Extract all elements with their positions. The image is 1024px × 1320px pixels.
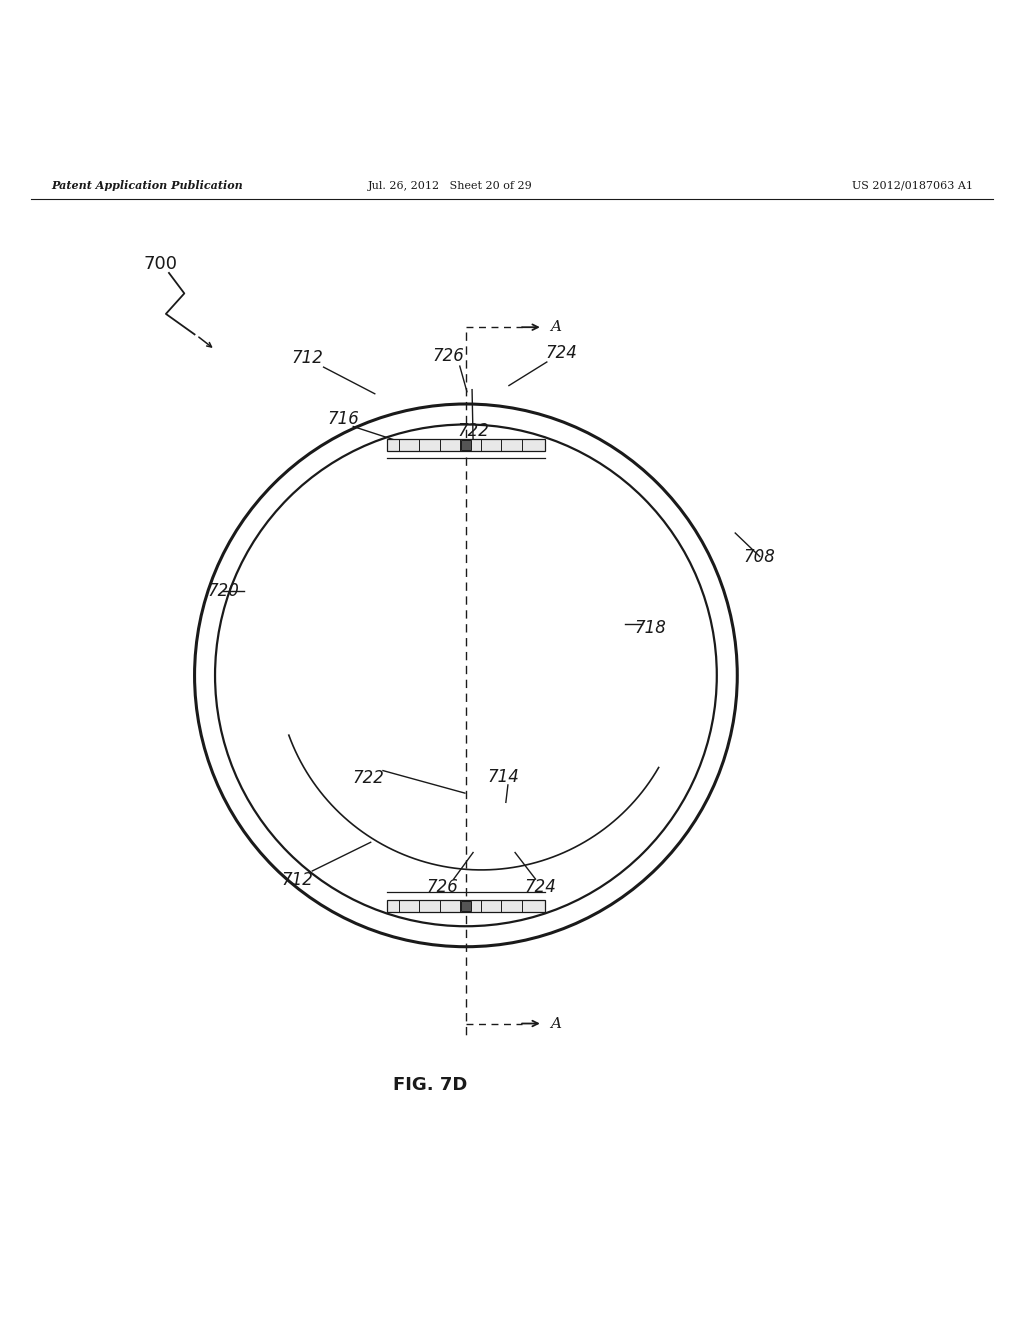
Text: 724: 724 xyxy=(545,343,578,362)
Text: 724: 724 xyxy=(524,878,557,896)
Text: 722: 722 xyxy=(457,421,489,440)
Text: 700: 700 xyxy=(143,255,177,273)
Text: 708: 708 xyxy=(743,548,776,565)
Text: 716: 716 xyxy=(327,411,359,429)
Text: 726: 726 xyxy=(426,878,459,896)
Text: 726: 726 xyxy=(432,347,465,364)
Text: Patent Application Publication: Patent Application Publication xyxy=(51,181,243,191)
Text: A: A xyxy=(550,321,561,334)
Text: 720: 720 xyxy=(207,582,240,601)
Text: US 2012/0187063 A1: US 2012/0187063 A1 xyxy=(852,181,973,191)
Bar xyxy=(461,440,471,450)
Bar xyxy=(387,438,545,451)
Bar xyxy=(461,900,471,911)
Text: 712: 712 xyxy=(291,348,324,367)
Text: FIG. 7D: FIG. 7D xyxy=(393,1076,467,1094)
Text: A: A xyxy=(550,1016,561,1031)
Text: 718: 718 xyxy=(634,619,667,638)
Text: Jul. 26, 2012   Sheet 20 of 29: Jul. 26, 2012 Sheet 20 of 29 xyxy=(369,181,532,191)
Text: 722: 722 xyxy=(352,768,385,787)
Text: 712: 712 xyxy=(281,871,313,890)
Bar xyxy=(387,900,545,912)
Text: 714: 714 xyxy=(487,768,520,785)
